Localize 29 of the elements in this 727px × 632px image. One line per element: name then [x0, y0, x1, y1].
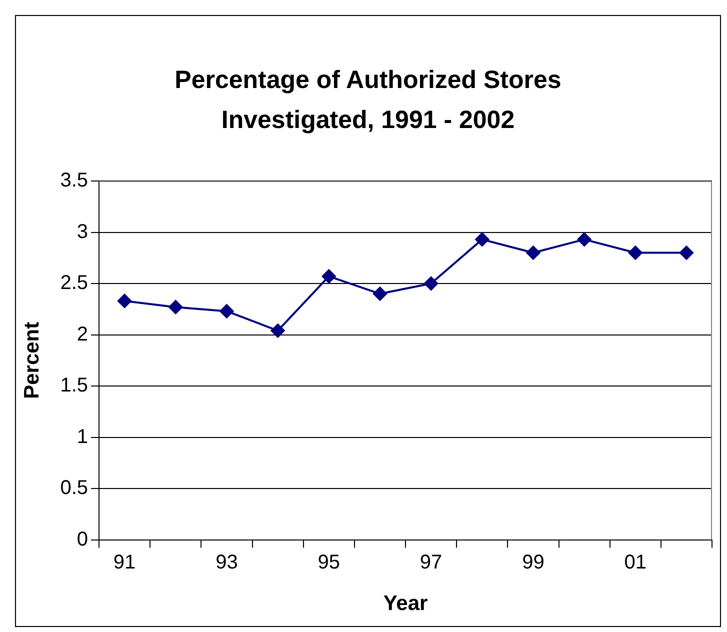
x-tick-label: 99: [522, 551, 544, 574]
x-tick-label: 95: [318, 551, 340, 574]
point: [475, 232, 490, 246]
y-tick-label: 1: [76, 426, 88, 448]
x-axis-title: Year: [383, 592, 428, 616]
point: [424, 276, 438, 291]
y-axis-title: Percent: [20, 322, 44, 399]
y-tick-label: 2: [76, 323, 88, 346]
point: [322, 269, 336, 284]
point: [270, 324, 285, 338]
y-tick-label: 2.5: [60, 272, 88, 294]
x-tick-label: 01: [624, 551, 646, 574]
point: [526, 246, 540, 260]
point: [628, 246, 642, 260]
x-tick-label: 97: [420, 551, 442, 574]
chart-title: Percentage of Authorized Stores Investigated, 1991 - 2002: [174, 65, 562, 136]
point: [118, 294, 132, 308]
y-tick-label: 3.5: [60, 170, 88, 192]
point: [679, 246, 694, 260]
y-tick-label: 0: [76, 528, 88, 550]
y-tick-label: 1.5: [60, 374, 88, 397]
point: [372, 286, 387, 301]
x-tick-label: 93: [216, 551, 238, 574]
point: [220, 304, 234, 318]
point: [577, 232, 592, 246]
x-tick-label: 91: [113, 551, 136, 574]
y-tick-label: 3: [76, 220, 88, 243]
point: [168, 300, 183, 314]
y-tick-label: 0.5: [60, 477, 88, 500]
